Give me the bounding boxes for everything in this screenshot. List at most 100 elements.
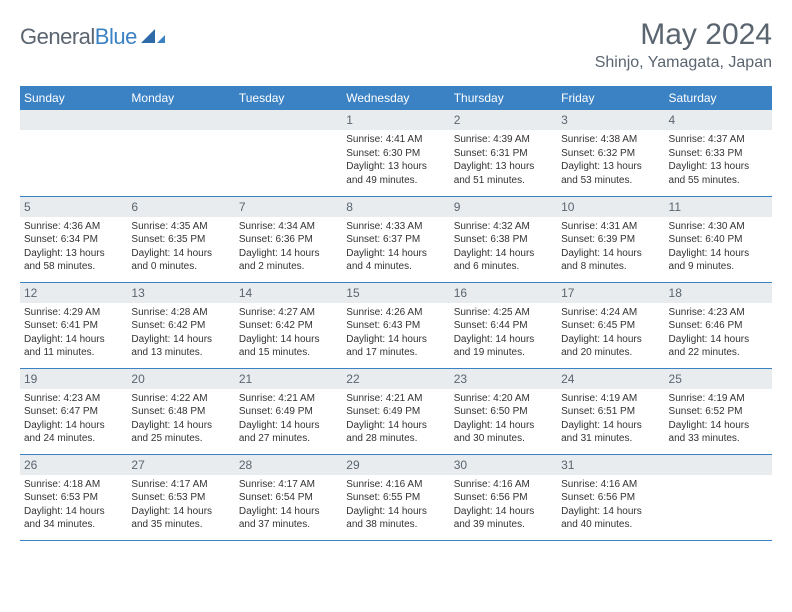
- sunrise-text: Sunrise: 4:27 AM: [239, 306, 338, 320]
- calendar-day-cell: 27Sunrise: 4:17 AMSunset: 6:53 PMDayligh…: [127, 454, 234, 540]
- day-number-empty: [127, 110, 234, 130]
- daylight-text-1: Daylight: 14 hours: [561, 419, 660, 433]
- sunset-text: Sunset: 6:35 PM: [131, 233, 230, 247]
- daylight-text-2: and 27 minutes.: [239, 432, 338, 446]
- daylight-text-2: and 25 minutes.: [131, 432, 230, 446]
- sunrise-text: Sunrise: 4:31 AM: [561, 220, 660, 234]
- logo-text-2: Blue: [95, 24, 137, 49]
- calendar-day-cell: 9Sunrise: 4:32 AMSunset: 6:38 PMDaylight…: [450, 196, 557, 282]
- daylight-text-2: and 35 minutes.: [131, 518, 230, 532]
- daylight-text-1: Daylight: 14 hours: [669, 419, 768, 433]
- day-number: 18: [665, 283, 772, 303]
- calendar-week-row: 26Sunrise: 4:18 AMSunset: 6:53 PMDayligh…: [20, 454, 772, 540]
- day-content: Sunrise: 4:21 AMSunset: 6:49 PMDaylight:…: [342, 389, 449, 449]
- day-number: 4: [665, 110, 772, 130]
- calendar-day-cell: 16Sunrise: 4:25 AMSunset: 6:44 PMDayligh…: [450, 282, 557, 368]
- sunset-text: Sunset: 6:44 PM: [454, 319, 553, 333]
- day-content: Sunrise: 4:39 AMSunset: 6:31 PMDaylight:…: [450, 130, 557, 190]
- logo-text-1: General: [20, 24, 95, 49]
- logo-sail-icon: [141, 29, 165, 45]
- day-content: Sunrise: 4:16 AMSunset: 6:56 PMDaylight:…: [450, 475, 557, 535]
- daylight-text-2: and 53 minutes.: [561, 174, 660, 188]
- daylight-text-1: Daylight: 13 hours: [669, 160, 768, 174]
- daylight-text-1: Daylight: 14 hours: [561, 247, 660, 261]
- day-number: 1: [342, 110, 449, 130]
- sunrise-text: Sunrise: 4:23 AM: [669, 306, 768, 320]
- calendar-day-cell: 18Sunrise: 4:23 AMSunset: 6:46 PMDayligh…: [665, 282, 772, 368]
- sunset-text: Sunset: 6:38 PM: [454, 233, 553, 247]
- calendar-day-cell: 1Sunrise: 4:41 AMSunset: 6:30 PMDaylight…: [342, 110, 449, 196]
- logo-text: GeneralBlue: [20, 24, 137, 50]
- weekday-header: Wednesday: [342, 86, 449, 110]
- sunset-text: Sunset: 6:54 PM: [239, 491, 338, 505]
- daylight-text-2: and 24 minutes.: [24, 432, 123, 446]
- daylight-text-2: and 13 minutes.: [131, 346, 230, 360]
- daylight-text-2: and 37 minutes.: [239, 518, 338, 532]
- calendar-day-cell: 30Sunrise: 4:16 AMSunset: 6:56 PMDayligh…: [450, 454, 557, 540]
- sunrise-text: Sunrise: 4:21 AM: [346, 392, 445, 406]
- daylight-text-2: and 9 minutes.: [669, 260, 768, 274]
- day-content: Sunrise: 4:18 AMSunset: 6:53 PMDaylight:…: [20, 475, 127, 535]
- daylight-text-1: Daylight: 14 hours: [346, 505, 445, 519]
- daylight-text-1: Daylight: 14 hours: [24, 333, 123, 347]
- calendar-day-cell: 25Sunrise: 4:19 AMSunset: 6:52 PMDayligh…: [665, 368, 772, 454]
- daylight-text-2: and 33 minutes.: [669, 432, 768, 446]
- day-content: Sunrise: 4:34 AMSunset: 6:36 PMDaylight:…: [235, 217, 342, 277]
- sunset-text: Sunset: 6:33 PM: [669, 147, 768, 161]
- day-content: Sunrise: 4:28 AMSunset: 6:42 PMDaylight:…: [127, 303, 234, 363]
- day-content: Sunrise: 4:23 AMSunset: 6:46 PMDaylight:…: [665, 303, 772, 363]
- sunset-text: Sunset: 6:41 PM: [24, 319, 123, 333]
- day-number-empty: [20, 110, 127, 130]
- daylight-text-2: and 28 minutes.: [346, 432, 445, 446]
- sunrise-text: Sunrise: 4:26 AM: [346, 306, 445, 320]
- day-number: 31: [557, 455, 664, 475]
- calendar-day-cell: 17Sunrise: 4:24 AMSunset: 6:45 PMDayligh…: [557, 282, 664, 368]
- weekday-header: Tuesday: [235, 86, 342, 110]
- day-number: 27: [127, 455, 234, 475]
- calendar-day-cell: [20, 110, 127, 196]
- calendar-day-cell: 13Sunrise: 4:28 AMSunset: 6:42 PMDayligh…: [127, 282, 234, 368]
- sunset-text: Sunset: 6:37 PM: [346, 233, 445, 247]
- calendar-day-cell: 12Sunrise: 4:29 AMSunset: 6:41 PMDayligh…: [20, 282, 127, 368]
- sunrise-text: Sunrise: 4:16 AM: [454, 478, 553, 492]
- day-number: 24: [557, 369, 664, 389]
- calendar-day-cell: 2Sunrise: 4:39 AMSunset: 6:31 PMDaylight…: [450, 110, 557, 196]
- calendar-week-row: 12Sunrise: 4:29 AMSunset: 6:41 PMDayligh…: [20, 282, 772, 368]
- daylight-text-1: Daylight: 14 hours: [24, 419, 123, 433]
- day-content: Sunrise: 4:16 AMSunset: 6:56 PMDaylight:…: [557, 475, 664, 535]
- sunset-text: Sunset: 6:53 PM: [131, 491, 230, 505]
- daylight-text-1: Daylight: 14 hours: [454, 419, 553, 433]
- day-number: 26: [20, 455, 127, 475]
- day-content: Sunrise: 4:17 AMSunset: 6:54 PMDaylight:…: [235, 475, 342, 535]
- sunset-text: Sunset: 6:45 PM: [561, 319, 660, 333]
- logo: GeneralBlue: [20, 24, 165, 50]
- calendar-day-cell: 15Sunrise: 4:26 AMSunset: 6:43 PMDayligh…: [342, 282, 449, 368]
- day-content: Sunrise: 4:38 AMSunset: 6:32 PMDaylight:…: [557, 130, 664, 190]
- daylight-text-2: and 30 minutes.: [454, 432, 553, 446]
- day-number: 20: [127, 369, 234, 389]
- daylight-text-2: and 58 minutes.: [24, 260, 123, 274]
- day-number: 22: [342, 369, 449, 389]
- sunrise-text: Sunrise: 4:35 AM: [131, 220, 230, 234]
- daylight-text-2: and 40 minutes.: [561, 518, 660, 532]
- day-number: 16: [450, 283, 557, 303]
- daylight-text-2: and 49 minutes.: [346, 174, 445, 188]
- sunrise-text: Sunrise: 4:20 AM: [454, 392, 553, 406]
- daylight-text-2: and 38 minutes.: [346, 518, 445, 532]
- sunset-text: Sunset: 6:50 PM: [454, 405, 553, 419]
- day-content: Sunrise: 4:41 AMSunset: 6:30 PMDaylight:…: [342, 130, 449, 190]
- calendar-day-cell: 10Sunrise: 4:31 AMSunset: 6:39 PMDayligh…: [557, 196, 664, 282]
- day-content: Sunrise: 4:35 AMSunset: 6:35 PMDaylight:…: [127, 217, 234, 277]
- sunset-text: Sunset: 6:42 PM: [239, 319, 338, 333]
- day-content: Sunrise: 4:16 AMSunset: 6:55 PMDaylight:…: [342, 475, 449, 535]
- day-number: 15: [342, 283, 449, 303]
- daylight-text-1: Daylight: 14 hours: [239, 419, 338, 433]
- day-number: 3: [557, 110, 664, 130]
- calendar-week-row: 5Sunrise: 4:36 AMSunset: 6:34 PMDaylight…: [20, 196, 772, 282]
- day-content: Sunrise: 4:17 AMSunset: 6:53 PMDaylight:…: [127, 475, 234, 535]
- daylight-text-1: Daylight: 14 hours: [131, 505, 230, 519]
- sunrise-text: Sunrise: 4:37 AM: [669, 133, 768, 147]
- sunrise-text: Sunrise: 4:18 AM: [24, 478, 123, 492]
- daylight-text-1: Daylight: 13 hours: [24, 247, 123, 261]
- calendar-week-row: 1Sunrise: 4:41 AMSunset: 6:30 PMDaylight…: [20, 110, 772, 196]
